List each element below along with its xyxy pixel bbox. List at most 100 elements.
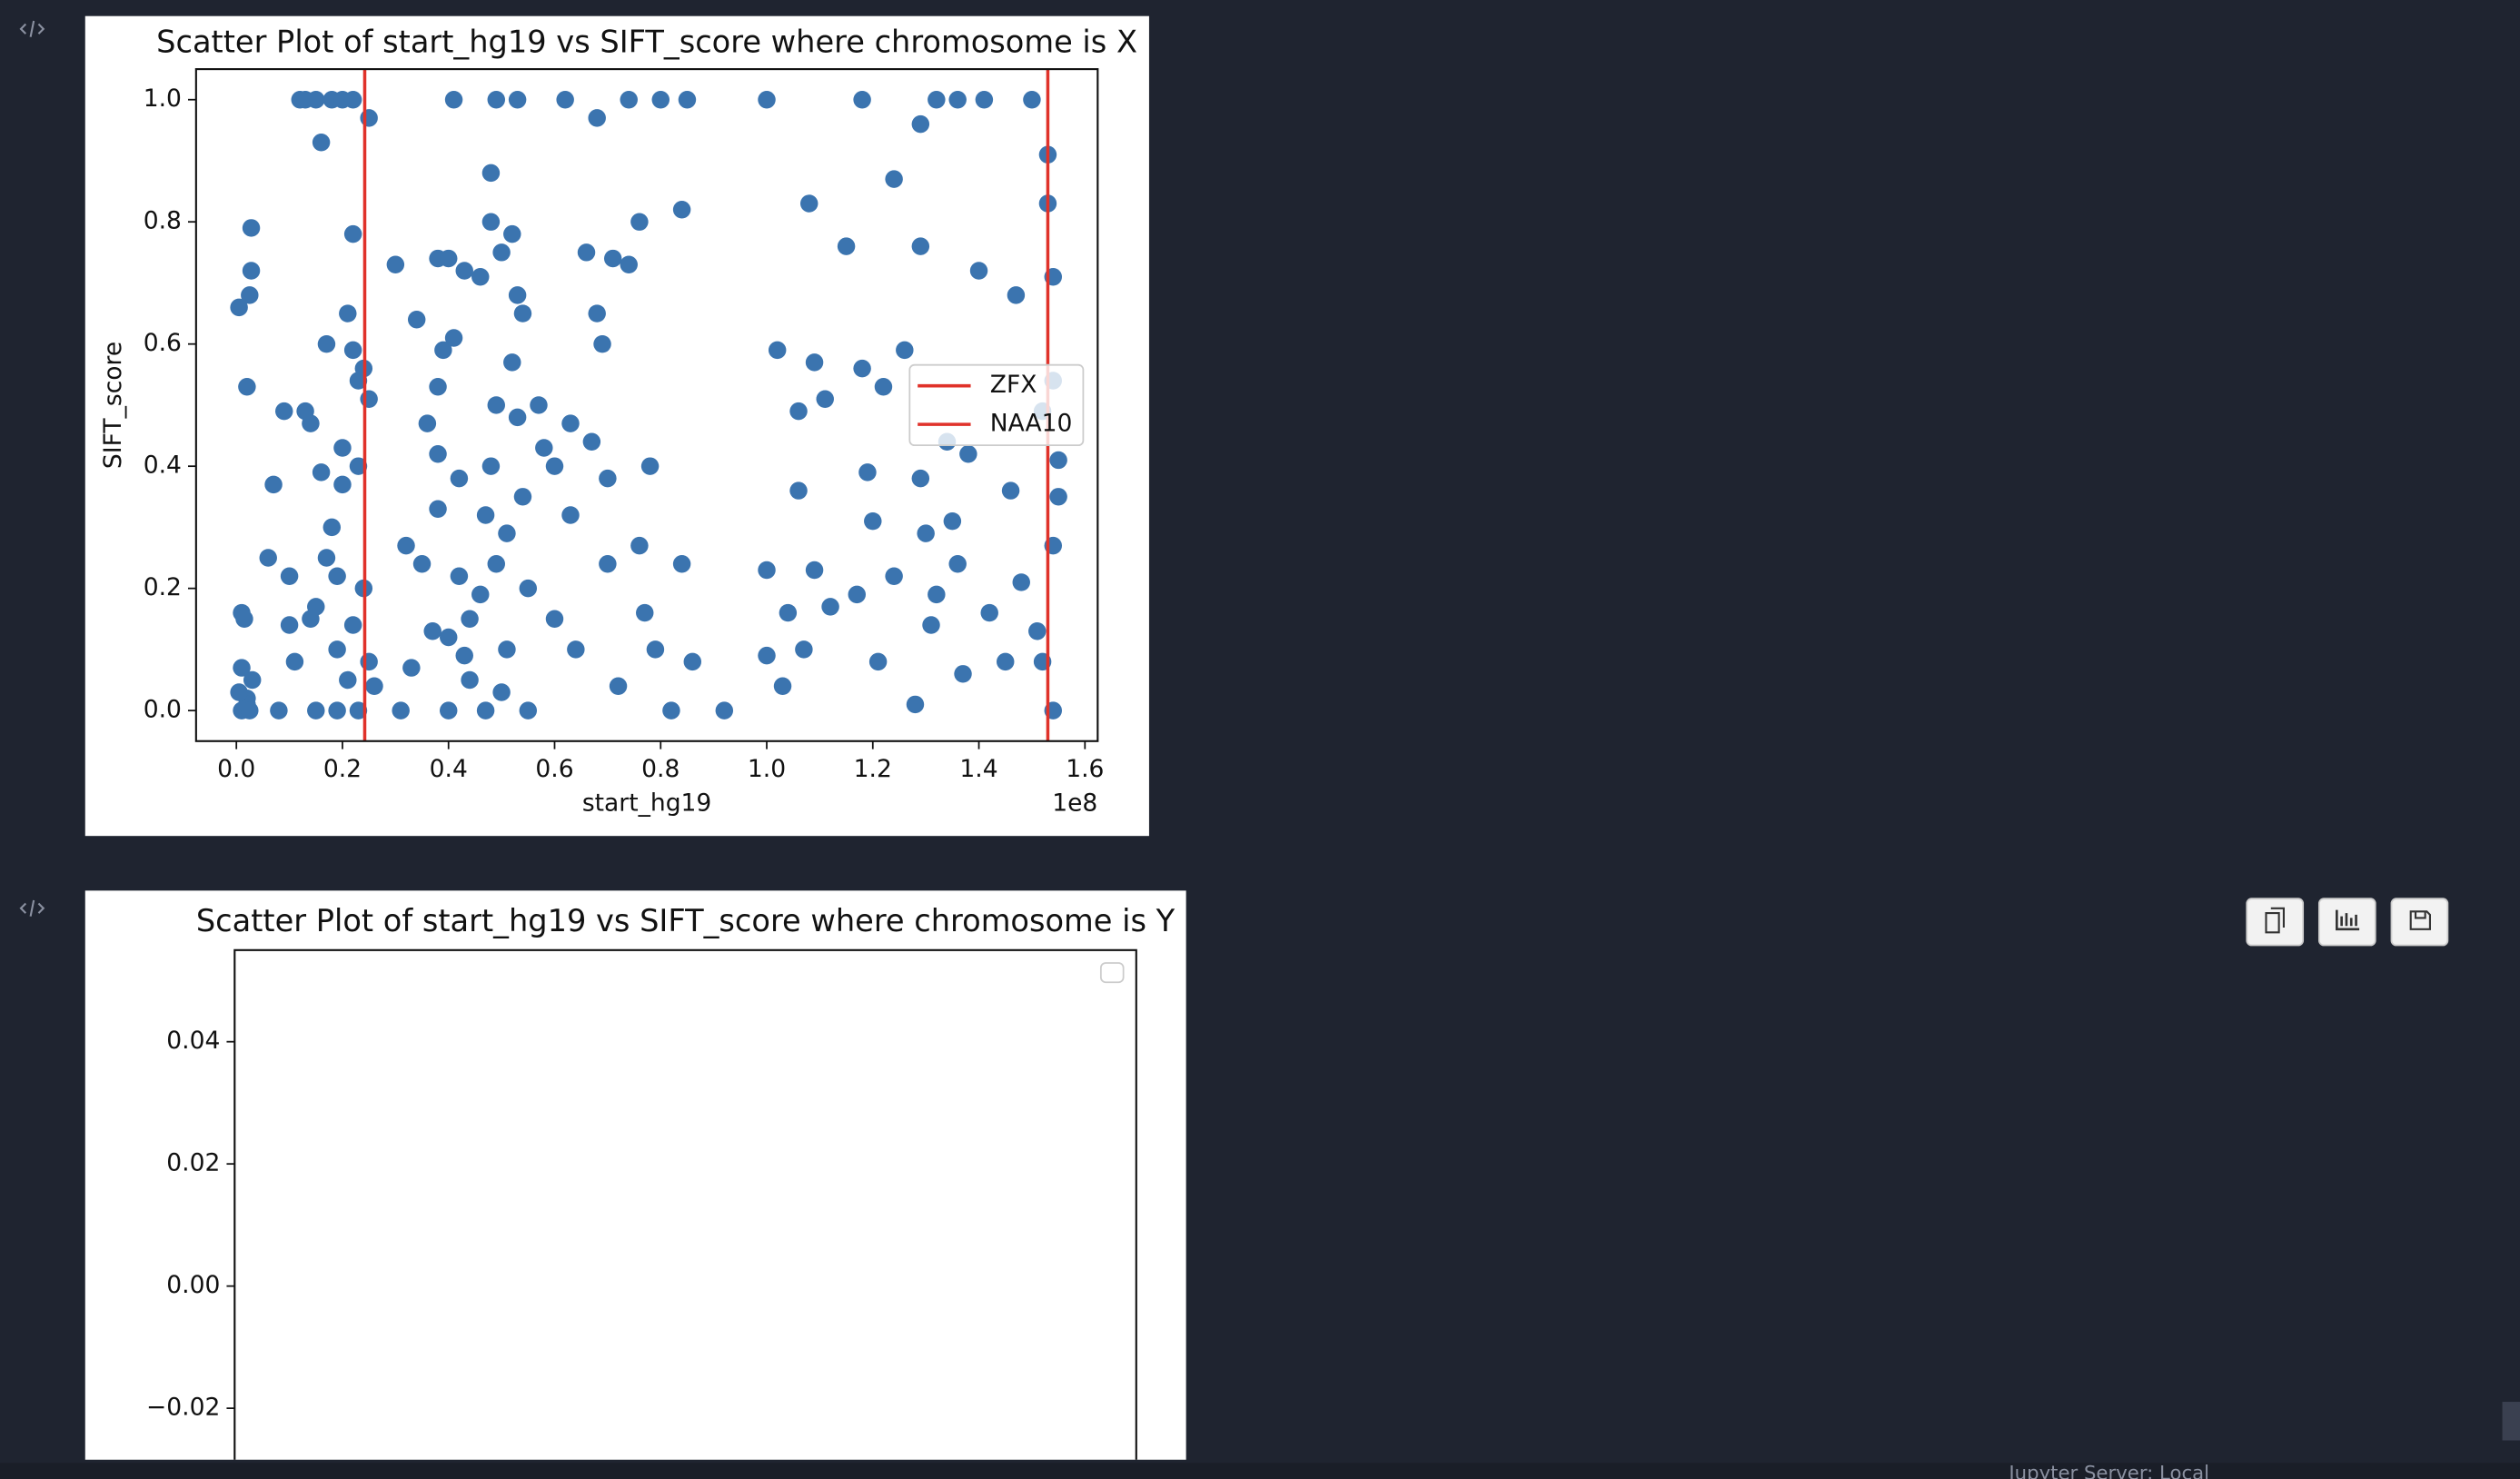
y-tick-label: 0.00	[166, 1271, 220, 1299]
point	[620, 255, 638, 274]
point	[307, 90, 325, 109]
point	[498, 524, 516, 542]
point	[360, 652, 378, 671]
point	[241, 701, 259, 720]
point	[492, 243, 511, 262]
point	[768, 341, 787, 360]
point	[816, 390, 834, 408]
point	[439, 628, 458, 647]
point	[662, 701, 680, 720]
point	[948, 555, 967, 573]
point	[906, 695, 925, 714]
point	[243, 670, 262, 690]
point	[959, 444, 977, 463]
point	[672, 201, 691, 219]
point	[397, 536, 415, 555]
chart: Scatter Plot of start_hg19 vs SIFT_score…	[146, 903, 1176, 1460]
point	[928, 90, 946, 109]
point	[535, 439, 553, 457]
point	[969, 262, 988, 280]
point	[588, 109, 606, 127]
point	[599, 469, 617, 488]
point	[789, 402, 808, 421]
point	[795, 640, 813, 659]
save-button[interactable]	[2390, 898, 2449, 947]
point	[349, 457, 368, 475]
point	[1049, 451, 1067, 470]
x-tick-label: 1.0	[748, 755, 786, 783]
point	[997, 652, 1015, 671]
point	[561, 506, 580, 524]
point	[235, 610, 253, 629]
point	[1001, 481, 1020, 500]
y-tick-label: 1.0	[144, 84, 182, 113]
point	[365, 677, 383, 695]
copy-icon	[2265, 907, 2285, 934]
point	[1049, 488, 1067, 506]
point	[980, 603, 998, 622]
point	[911, 237, 930, 255]
point	[328, 701, 346, 720]
point	[402, 659, 421, 677]
point	[322, 518, 342, 537]
point	[230, 298, 248, 317]
x-tick-label: 1.6	[1066, 755, 1104, 783]
save-icon	[2409, 910, 2431, 930]
point	[444, 329, 463, 347]
point	[911, 469, 930, 488]
point	[837, 237, 856, 255]
point	[487, 555, 506, 573]
point	[577, 243, 596, 262]
point	[874, 378, 893, 396]
cell-icon	[19, 899, 45, 917]
point	[498, 640, 516, 659]
x-tick-label: 0.8	[641, 755, 680, 783]
point	[339, 304, 357, 323]
point	[302, 414, 320, 432]
point	[423, 621, 441, 640]
y-tick-label: 0.0	[144, 696, 182, 724]
chart-title: Scatter Plot of start_hg19 vs SIFT_score…	[156, 24, 1137, 59]
point	[646, 640, 665, 659]
copy-button[interactable]	[2246, 898, 2305, 947]
scrollbar[interactable]	[2502, 1402, 2520, 1441]
point	[599, 555, 617, 573]
x-tick-label: 1.4	[959, 755, 997, 783]
point	[360, 390, 378, 408]
point	[556, 90, 574, 109]
point	[444, 90, 463, 109]
point	[439, 701, 458, 720]
point	[429, 444, 447, 463]
x-tick-label: 1.2	[854, 755, 892, 783]
point	[567, 640, 585, 659]
point	[492, 683, 511, 701]
point	[230, 683, 248, 701]
point	[270, 701, 288, 720]
point	[620, 90, 638, 109]
point	[242, 262, 261, 280]
point	[333, 439, 352, 457]
point	[481, 457, 501, 475]
point	[285, 652, 304, 671]
point	[917, 524, 935, 542]
legend-box	[1099, 962, 1125, 984]
point	[238, 378, 256, 396]
point	[715, 701, 734, 720]
point	[805, 561, 824, 580]
point	[503, 353, 521, 372]
figure	[84, 890, 1186, 1460]
point	[312, 463, 331, 481]
point	[280, 616, 299, 634]
point	[450, 567, 469, 585]
point	[519, 701, 538, 720]
point	[853, 359, 871, 378]
point	[593, 334, 611, 353]
point	[582, 432, 601, 452]
point	[821, 598, 839, 616]
point	[471, 585, 490, 604]
point	[805, 353, 824, 372]
x-offset-label: 1e8	[1052, 789, 1097, 817]
point	[864, 511, 882, 531]
point	[429, 378, 447, 396]
cell-toolbar	[2246, 898, 2449, 947]
